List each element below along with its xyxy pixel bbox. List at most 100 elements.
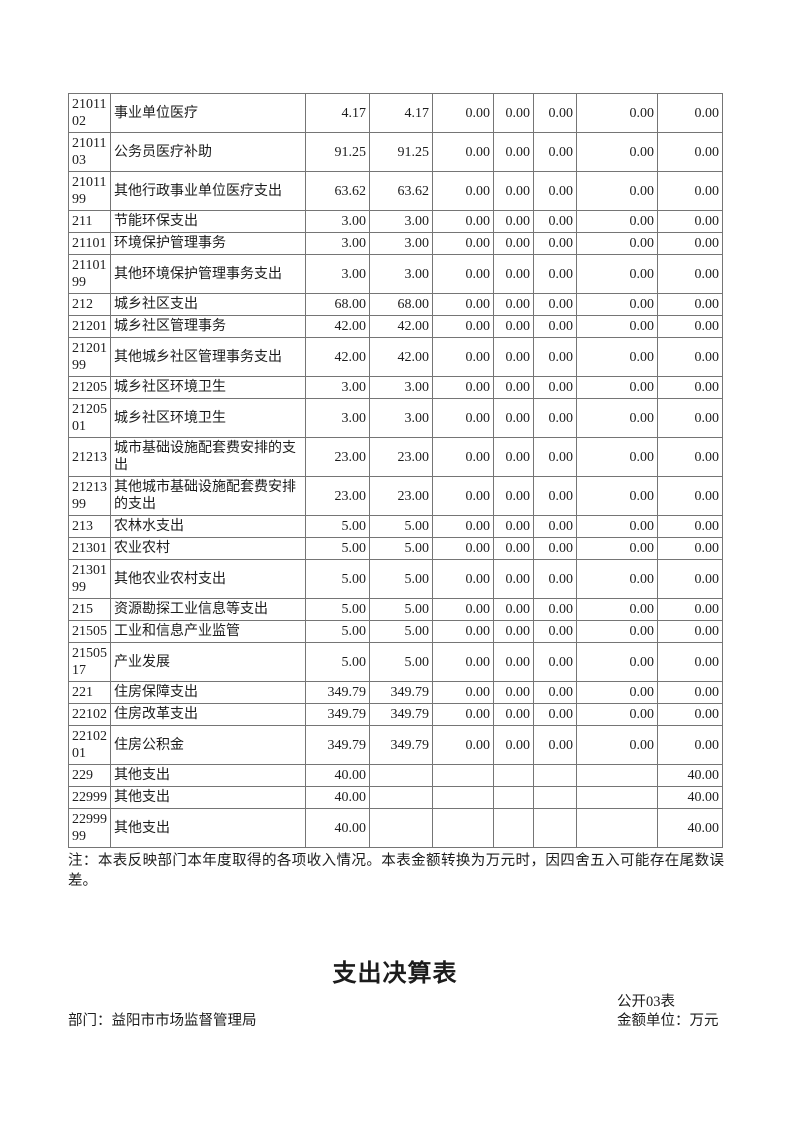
cell-subject-name: 环境保护管理事务 [110, 232, 306, 255]
cell-amount: 0.00 [432, 681, 494, 704]
cell-amount: 3.00 [305, 254, 370, 294]
cell-subject-code: 215 [68, 598, 111, 621]
cell-amount: 0.00 [657, 515, 723, 538]
cell-amount [576, 808, 658, 848]
cell-amount: 0.00 [493, 476, 534, 516]
cell-amount: 0.00 [657, 398, 723, 438]
cell-amount: 0.00 [576, 559, 658, 599]
cell-amount: 0.00 [657, 337, 723, 377]
cell-amount: 0.00 [533, 681, 577, 704]
cell-amount: 0.00 [576, 337, 658, 377]
cell-amount: 5.00 [369, 515, 433, 538]
cell-amount [576, 764, 658, 787]
cell-subject-name: 城乡社区管理事务 [110, 315, 306, 338]
cell-amount: 63.62 [305, 171, 370, 211]
cell-amount: 0.00 [657, 232, 723, 255]
cell-amount: 0.00 [576, 681, 658, 704]
table-row: 2130199 其他农业农村支出 5.00 5.00 0.00 0.00 0.00 0.00 0… [68, 559, 723, 599]
table-row: 21205 城乡社区环境卫生 3.00 3.00 0.00 0.00 0.00 0.00 0.0… [68, 376, 723, 399]
cell-amount: 0.00 [533, 210, 577, 233]
cell-amount: 0.00 [493, 642, 534, 682]
cell-amount: 0.00 [576, 293, 658, 316]
cell-subject-name: 城市基础设施配套费安排的支出 [110, 437, 306, 477]
cell-amount: 23.00 [305, 476, 370, 516]
cell-amount: 0.00 [576, 398, 658, 438]
cell-amount: 0.00 [576, 437, 658, 477]
cell-amount [533, 786, 577, 809]
table-row: 2299999 其他支出 40.00 40.00 [68, 808, 723, 848]
table-row: 221 住房保障支出 349.79 349.79 0.00 0.00 0.00 0.00 0.0… [68, 681, 723, 704]
cell-subject-code: 2121399 [68, 476, 111, 516]
table-row: 2210201 住房公积金 349.79 349.79 0.00 0.00 0.00 0.00… [68, 725, 723, 765]
cell-amount: 0.00 [576, 132, 658, 172]
cell-amount [533, 808, 577, 848]
table-row: 2101102 事业单位医疗 4.17 4.17 0.00 0.00 0.00 0.00 0.0… [68, 93, 723, 133]
cell-amount: 0.00 [493, 437, 534, 477]
cell-amount: 0.00 [576, 642, 658, 682]
cell-amount: 0.00 [576, 210, 658, 233]
cell-amount: 0.00 [533, 398, 577, 438]
cell-subject-code: 2101102 [68, 93, 111, 133]
cell-amount: 0.00 [657, 132, 723, 172]
cell-amount: 0.00 [432, 620, 494, 643]
cell-subject-code: 21201 [68, 315, 111, 338]
cell-amount: 0.00 [493, 725, 534, 765]
cell-amount: 0.00 [657, 642, 723, 682]
cell-amount: 0.00 [493, 315, 534, 338]
cell-subject-name: 城乡社区环境卫生 [110, 398, 306, 438]
cell-amount: 0.00 [432, 171, 494, 211]
cell-subject-name: 农业农村 [110, 537, 306, 560]
cell-amount [576, 786, 658, 809]
cell-subject-code: 212 [68, 293, 111, 316]
cell-amount: 0.00 [533, 703, 577, 726]
table-row: 2150517 产业发展 5.00 5.00 0.00 0.00 0.00 0.00 0.00 [68, 642, 723, 682]
cell-amount: 0.00 [657, 725, 723, 765]
cell-amount [369, 808, 433, 848]
cell-subject-name: 城乡社区环境卫生 [110, 376, 306, 399]
cell-amount: 0.00 [576, 93, 658, 133]
cell-subject-name: 产业发展 [110, 642, 306, 682]
cell-amount: 0.00 [493, 132, 534, 172]
cell-subject-code: 229 [68, 764, 111, 787]
table-row: 22999 其他支出 40.00 40.00 [68, 786, 723, 809]
cell-amount: 0.00 [533, 337, 577, 377]
cell-amount: 0.00 [657, 537, 723, 560]
cell-amount: 5.00 [305, 620, 370, 643]
cell-amount: 0.00 [493, 515, 534, 538]
cell-amount: 0.00 [533, 725, 577, 765]
cell-amount: 40.00 [305, 786, 370, 809]
income-accounts-table: 2101102 事业单位医疗 4.17 4.17 0.00 0.00 0.00 0.00 0.0… [68, 93, 723, 848]
cell-amount: 0.00 [657, 293, 723, 316]
cell-amount: 0.00 [432, 398, 494, 438]
cell-amount: 349.79 [369, 725, 433, 765]
cell-amount: 349.79 [305, 681, 370, 704]
cell-amount: 0.00 [493, 681, 534, 704]
cell-subject-name: 其他行政事业单位医疗支出 [110, 171, 306, 211]
cell-amount: 0.00 [657, 254, 723, 294]
cell-amount: 349.79 [369, 681, 433, 704]
cell-amount [369, 764, 433, 787]
cell-amount: 5.00 [369, 642, 433, 682]
table-row: 215 资源勘探工业信息等支出 5.00 5.00 0.00 0.00 0.00 0.00 0.… [68, 598, 723, 621]
cell-amount: 5.00 [305, 598, 370, 621]
cell-amount: 0.00 [576, 254, 658, 294]
cell-amount: 0.00 [576, 703, 658, 726]
cell-amount: 40.00 [305, 764, 370, 787]
cell-amount [493, 808, 534, 848]
cell-subject-name: 其他城乡社区管理事务支出 [110, 337, 306, 377]
cell-amount: 0.00 [533, 232, 577, 255]
cell-amount: 349.79 [305, 703, 370, 726]
expenditure-table-title: 支出决算表 [332, 961, 458, 987]
table-row: 211 节能环保支出 3.00 3.00 0.00 0.00 0.00 0.00 0.00 [68, 210, 723, 233]
cell-amount: 0.00 [493, 337, 534, 377]
cell-amount: 0.00 [533, 315, 577, 338]
cell-amount: 0.00 [493, 398, 534, 438]
cell-amount: 0.00 [533, 598, 577, 621]
department-label: 部门：益阳市市场监督管理局 [68, 1013, 257, 1029]
cell-amount: 5.00 [305, 537, 370, 560]
cell-amount: 0.00 [533, 642, 577, 682]
cell-amount: 0.00 [432, 93, 494, 133]
cell-amount: 0.00 [657, 171, 723, 211]
table-row: 2110199 其他环境保护管理事务支出 3.00 3.00 0.00 0.00 0.00 0… [68, 254, 723, 294]
cell-subject-code: 2130199 [68, 559, 111, 599]
